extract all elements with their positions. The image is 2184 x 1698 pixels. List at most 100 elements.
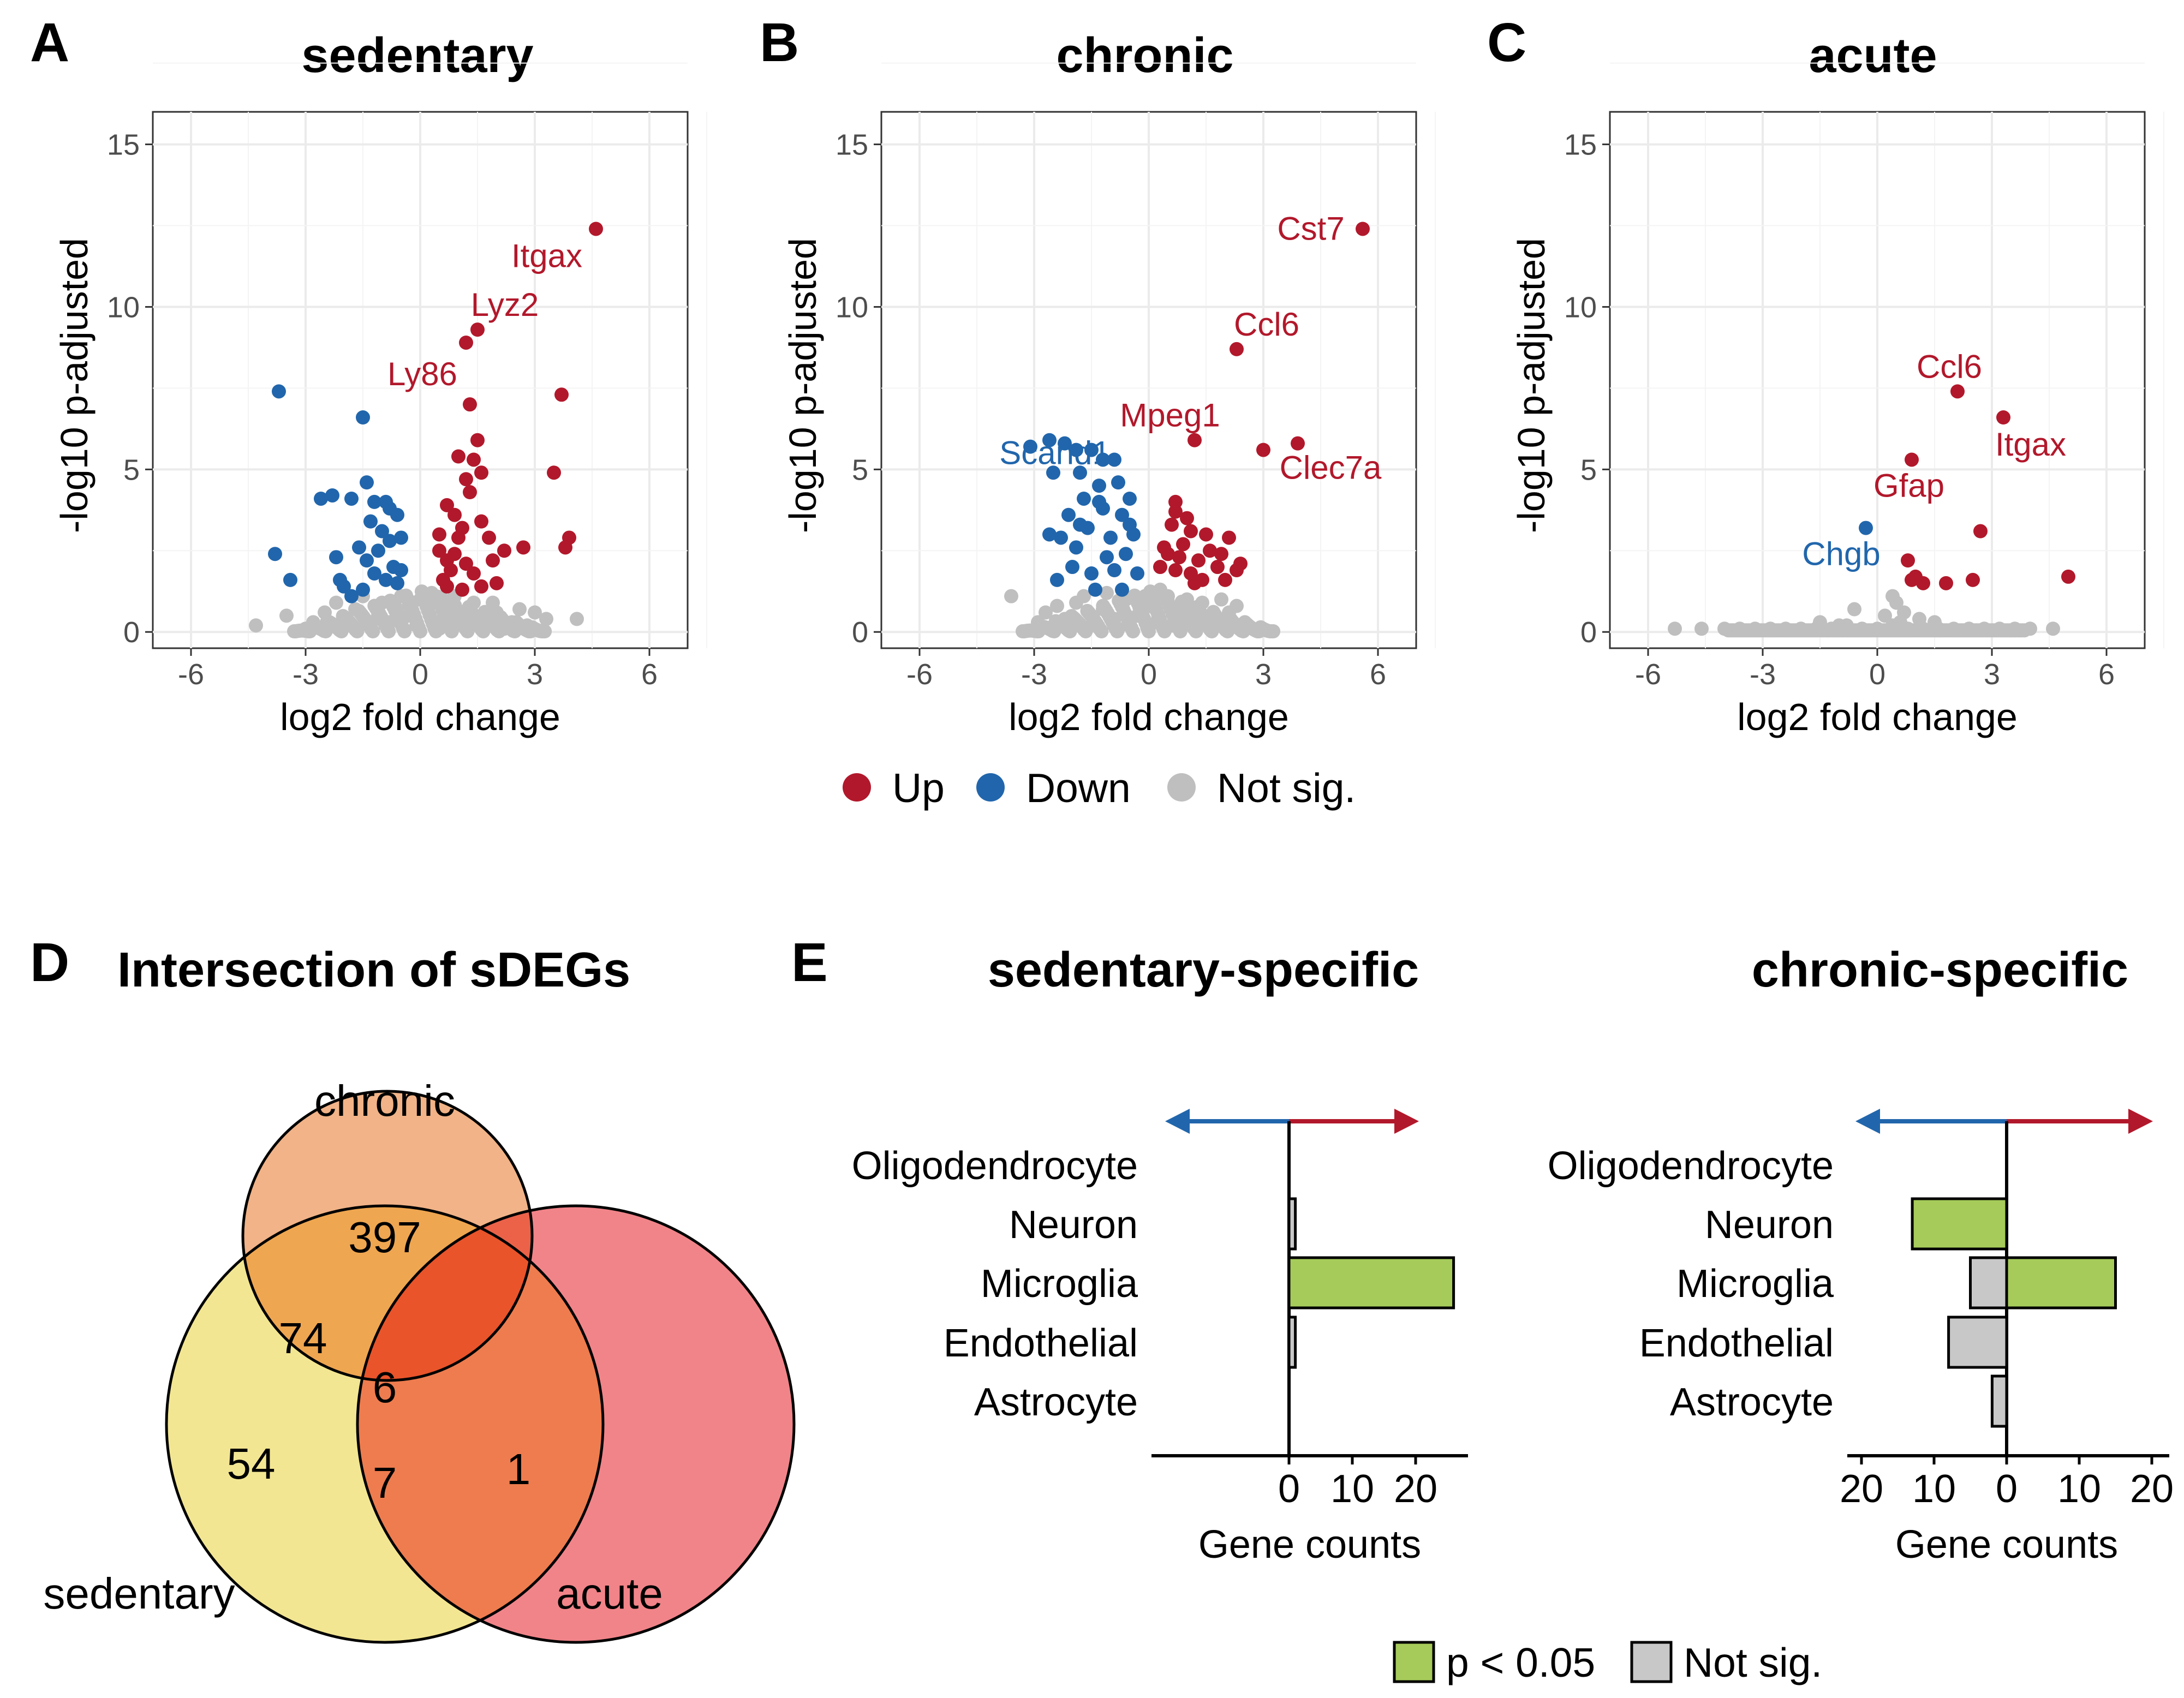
y-tick-label: 0 <box>123 616 140 649</box>
ns-point <box>383 615 397 630</box>
up-point <box>1218 572 1232 587</box>
ns-point <box>2023 621 2037 636</box>
down-point <box>356 410 370 425</box>
ns-point <box>497 621 511 636</box>
ns-point <box>375 595 389 610</box>
down-point <box>1096 452 1110 467</box>
bar-title-sedentary-specific: sedentary-specific <box>988 943 1419 997</box>
up-point <box>451 449 466 464</box>
up-point <box>470 322 485 337</box>
up-point <box>554 387 569 402</box>
x-tick-label: 3 <box>527 658 543 691</box>
legend-ns-dot <box>1167 773 1196 802</box>
down-point <box>1050 572 1064 587</box>
ns-point <box>306 615 320 630</box>
ns-point <box>1180 592 1194 607</box>
x-tick-label: 6 <box>1370 658 1386 691</box>
ns-point <box>425 585 439 600</box>
up-point <box>516 540 530 555</box>
ns-point <box>1266 624 1281 639</box>
ns-point <box>1893 615 1907 630</box>
gene-label: Itgax <box>1995 426 2066 463</box>
ns-point <box>334 624 349 639</box>
ns-point <box>394 589 408 603</box>
ns-point <box>1748 621 1762 636</box>
arrow-up-head <box>1394 1109 1419 1134</box>
x-tick-label: 0 <box>1278 1467 1300 1511</box>
up-point <box>1180 511 1194 525</box>
ns-point <box>1878 608 1892 623</box>
legend-up-label: Up <box>892 765 945 811</box>
x-tick-label: 10 <box>2057 1467 2101 1511</box>
up-point <box>440 498 454 512</box>
volcano-plot-chronic: -6 -3 0 3 6 0 5 10 15 log2 fold change -log10 p-ad… <box>781 62 1436 738</box>
up-point <box>1203 543 1217 558</box>
ns-point <box>436 592 450 607</box>
up-point <box>1950 384 1965 399</box>
up-point <box>1905 452 1919 467</box>
up-point <box>463 485 477 500</box>
ns-point <box>1126 624 1141 639</box>
down-point <box>1115 507 1129 522</box>
category-label: Oligodendrocyte <box>852 1144 1138 1188</box>
down-point <box>367 566 381 581</box>
up-point <box>1176 537 1190 552</box>
up-point <box>1210 560 1225 575</box>
bar-down <box>1911 1197 2008 1251</box>
down-point <box>356 582 370 597</box>
up-point <box>467 566 481 581</box>
down-point <box>1092 494 1106 509</box>
ns-point <box>325 617 339 631</box>
up-point <box>486 553 500 568</box>
gene-label: Ly86 <box>387 356 457 392</box>
down-point <box>371 543 385 558</box>
ns-point <box>1077 589 1091 603</box>
venn-outline-chronic <box>241 1090 534 1382</box>
up-point <box>1168 504 1183 519</box>
ns-point <box>2008 621 2022 636</box>
x-tick-label: -3 <box>1750 658 1776 691</box>
venn-set-sedentary: sedentary <box>43 1569 235 1618</box>
gene-label: Scand1 <box>999 435 1111 471</box>
ns-point <box>405 595 420 610</box>
gene-label: Gfap <box>1873 467 1944 504</box>
venn-outline-sedentary <box>165 1204 605 1644</box>
volcano-plot-sedentary: -6 -3 0 3 6 0 5 10 15 log2 fold change -log10 p-ad… <box>53 62 707 738</box>
up-point <box>474 514 488 529</box>
up-point <box>1256 443 1270 457</box>
down-point <box>394 530 408 545</box>
venn-set-acute: acute <box>556 1569 663 1618</box>
up-point <box>558 540 572 555</box>
down-point <box>1115 582 1129 597</box>
ns-point <box>402 608 416 623</box>
ns-point <box>1165 618 1179 633</box>
ns-point <box>1733 621 1747 636</box>
y-tick-label: 5 <box>123 453 140 486</box>
panel-label-b: B <box>760 12 799 73</box>
x-tick-label: 0 <box>412 658 428 691</box>
venn-title: Intersection of sDEGs <box>117 943 630 997</box>
venn-count-sedentary-only: 54 <box>227 1439 276 1488</box>
down-point <box>1859 521 1873 535</box>
gene-label: Clec7a <box>1280 450 1382 486</box>
y-axis-label: -log10 p-adjusted <box>53 238 96 533</box>
down-point <box>1130 566 1144 581</box>
up-point <box>463 397 477 412</box>
ns-point <box>397 624 412 639</box>
ns-point <box>1184 618 1198 633</box>
bar-down <box>1969 1256 2008 1310</box>
up-point <box>1168 563 1183 578</box>
up-point <box>1168 494 1183 509</box>
y-tick-label: 10 <box>107 291 140 324</box>
up-point <box>459 557 473 571</box>
down-point <box>1042 433 1057 447</box>
bar-up <box>1287 1256 1455 1310</box>
ns-point <box>249 618 263 633</box>
down-point <box>1092 479 1106 493</box>
ns-point <box>318 605 332 620</box>
legend-nsbar-label: Not sig. <box>1684 1640 1822 1685</box>
ns-point <box>1779 621 1793 636</box>
legend-sig-label: p < 0.05 <box>1446 1640 1595 1685</box>
legend-nsbar-swatch <box>1630 1641 1673 1683</box>
